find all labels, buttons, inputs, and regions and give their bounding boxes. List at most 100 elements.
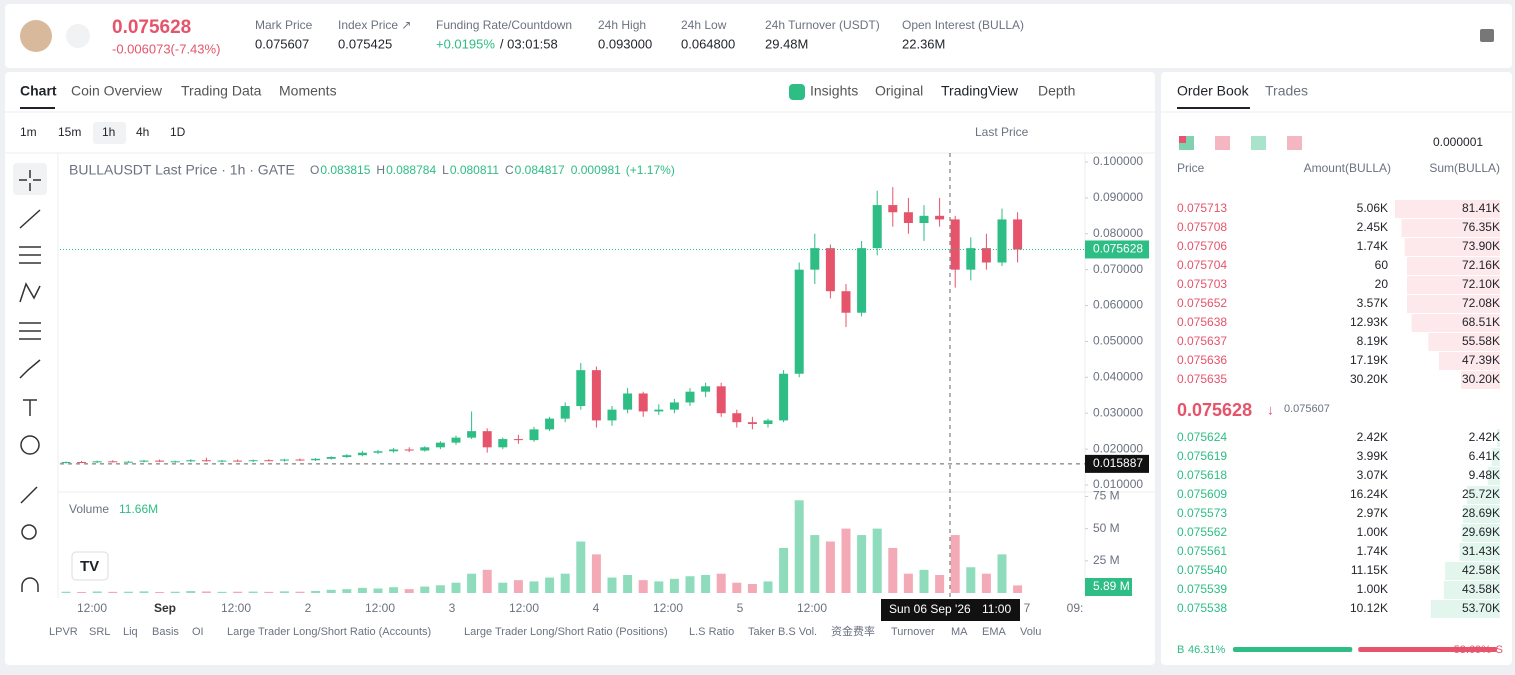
tool-pattern[interactable]: [19, 282, 41, 303]
col-price: Price: [1177, 161, 1205, 175]
tool-lines[interactable]: [19, 246, 41, 264]
candle-body: [779, 373, 789, 421]
legend-value: 0.088784: [386, 163, 436, 177]
layout-icon[interactable]: [1287, 136, 1302, 150]
indicator[interactable]: Volu: [1020, 626, 1041, 638]
candle-body: [529, 429, 539, 441]
interval[interactable]: 4h: [136, 125, 149, 139]
candle-body: [716, 386, 726, 414]
ob-price[interactable]: 0.075609: [1177, 487, 1227, 501]
tool-brush[interactable]: [19, 359, 41, 379]
tool-text[interactable]: [23, 399, 37, 416]
tool-fib[interactable]: [19, 322, 41, 340]
volume-bar: [264, 591, 274, 593]
indicator[interactable]: OI: [192, 626, 204, 638]
tab[interactable]: Coin Overview: [71, 83, 163, 99]
ob-sum: 42.58K: [1462, 563, 1500, 577]
volume-bar: [701, 574, 711, 593]
view-tab[interactable]: Original: [875, 83, 923, 99]
ob-price[interactable]: 0.075704: [1177, 258, 1227, 272]
tab[interactable]: Chart: [20, 83, 57, 99]
candle-body: [326, 457, 336, 459]
volume-bar: [326, 589, 336, 593]
tool-magnet[interactable]: [21, 577, 39, 592]
ob-price[interactable]: 0.075635: [1177, 372, 1227, 386]
candle-body: [669, 402, 679, 410]
ob-price[interactable]: 0.075706: [1177, 239, 1227, 253]
ob-sum: 72.08K: [1462, 296, 1500, 310]
candle-body: [950, 219, 960, 270]
volume-value: 11.66M: [119, 502, 158, 516]
tab[interactable]: Trading Data: [181, 83, 262, 99]
ob-price[interactable]: 0.075713: [1177, 201, 1227, 215]
view-tab[interactable]: TradingView: [941, 83, 1019, 99]
volume-bar: [279, 591, 289, 593]
ob-price[interactable]: 0.075652: [1177, 296, 1227, 310]
stat-label: Funding Rate/Countdown: [436, 18, 572, 32]
ob-price[interactable]: 0.075561: [1177, 544, 1227, 558]
indicator[interactable]: MA: [951, 626, 968, 638]
ob-price[interactable]: 0.075636: [1177, 353, 1227, 367]
mark-price: 0.075607: [1284, 403, 1330, 415]
indicator[interactable]: Large Trader Long/Short Ratio (Positions…: [464, 626, 668, 638]
ob-price[interactable]: 0.075538: [1177, 601, 1227, 615]
interval[interactable]: 1D: [170, 125, 186, 139]
indicator[interactable]: L.S Ratio: [689, 626, 734, 638]
ob-sum: 2.42K: [1469, 430, 1500, 444]
ob-price[interactable]: 0.075708: [1177, 220, 1227, 234]
ob-price[interactable]: 0.075638: [1177, 315, 1227, 329]
indicator[interactable]: Basis: [152, 626, 179, 638]
indicator[interactable]: Liq: [123, 626, 138, 638]
candle-body: [467, 431, 477, 438]
x-tick-label: 12:00: [365, 601, 395, 615]
tab[interactable]: Moments: [279, 83, 337, 99]
indicator[interactable]: Turnover: [891, 626, 935, 638]
indicator[interactable]: 资金费率: [831, 624, 875, 638]
ob-price[interactable]: 0.075624: [1177, 430, 1227, 444]
precision[interactable]: 0.000001: [1433, 135, 1483, 149]
ob-price[interactable]: 0.075637: [1177, 334, 1227, 348]
view-tab[interactable]: Depth: [1038, 83, 1075, 99]
layout-icon[interactable]: [1251, 136, 1266, 150]
indicator[interactable]: EMA: [982, 626, 1007, 638]
ob-price[interactable]: 0.075540: [1177, 563, 1227, 577]
indicator[interactable]: Large Trader Long/Short Ratio (Accounts): [227, 626, 431, 638]
ob-price[interactable]: 0.075619: [1177, 449, 1227, 463]
indicator[interactable]: Taker B.S Vol.: [748, 626, 817, 638]
tool-zoom[interactable]: [21, 524, 37, 540]
ob-price[interactable]: 0.075539: [1177, 582, 1227, 596]
depth-bar: [1461, 371, 1500, 389]
interval[interactable]: 1h: [102, 125, 115, 139]
price-source[interactable]: Last Price: [975, 125, 1029, 139]
tool-line[interactable]: [19, 209, 41, 229]
tool-cross[interactable]: [19, 170, 41, 191]
stat-label: Mark Price: [255, 18, 313, 32]
x-tick-label: Sep: [154, 601, 176, 615]
ob-price[interactable]: 0.075703: [1177, 277, 1227, 291]
candle-body: [201, 460, 211, 462]
layout-icon[interactable]: [1215, 136, 1230, 150]
indicator[interactable]: LPVR: [49, 626, 78, 638]
interval[interactable]: 15m: [58, 125, 81, 139]
view-tab[interactable]: Insights: [810, 83, 858, 99]
ob-price[interactable]: 0.075562: [1177, 525, 1227, 539]
candle-body: [217, 460, 227, 462]
ob-tab[interactable]: Trades: [1265, 83, 1308, 99]
ob-price[interactable]: 0.075618: [1177, 468, 1227, 482]
x-tick-label: 7: [1024, 601, 1031, 615]
stat-value: 0.093000: [598, 36, 652, 51]
favorite[interactable]: [66, 24, 90, 48]
ob-price[interactable]: 0.075573: [1177, 506, 1227, 520]
volume-bar: [779, 547, 789, 593]
interval[interactable]: 1m: [20, 125, 37, 139]
volume-bar: [342, 589, 352, 593]
avatar[interactable]: [20, 20, 52, 52]
tool-emoji[interactable]: [20, 435, 40, 455]
candle-body: [732, 413, 742, 423]
menu-icon[interactable]: [1480, 29, 1494, 42]
tool-ruler[interactable]: [20, 486, 38, 504]
tool-active[interactable]: [13, 163, 47, 195]
ob-tab[interactable]: Order Book: [1177, 83, 1250, 99]
indicator[interactable]: SRL: [89, 626, 110, 638]
candle-body: [623, 393, 633, 410]
